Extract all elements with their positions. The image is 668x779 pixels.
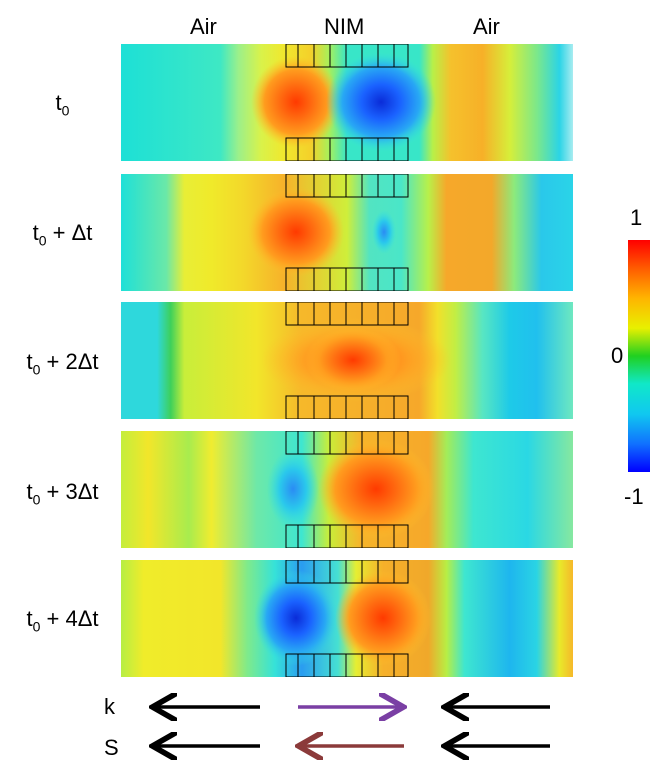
field-coldspot xyxy=(254,570,338,666)
field-coldspot xyxy=(372,210,396,254)
nim-strip-outline xyxy=(285,431,409,455)
field-panel-t0-plus-4dt xyxy=(121,560,573,677)
nim-strip-outline xyxy=(285,653,409,677)
row-label-t0-plus-2dt: t0 + 2Δt xyxy=(26,349,99,378)
header-air-left: Air xyxy=(190,14,217,39)
s-label: S xyxy=(104,735,119,760)
direction-arrows xyxy=(140,690,550,770)
panel-background xyxy=(121,174,573,291)
colorbar xyxy=(628,240,650,472)
colorbar-mid-label: 0 xyxy=(611,343,624,368)
nim-cells xyxy=(285,174,409,291)
colorbar-max-label: 1 xyxy=(630,205,643,230)
field-hotspot xyxy=(318,439,434,539)
nim-cells xyxy=(285,431,409,548)
field-hotspot xyxy=(335,570,431,666)
nim-strip-outline xyxy=(285,174,409,198)
colorbar-gradient xyxy=(628,240,650,472)
nim-strip-outline xyxy=(285,560,409,584)
nim-strip-outline xyxy=(285,395,409,419)
k-label: k xyxy=(104,694,115,719)
nim-strip-outline xyxy=(285,302,409,326)
field-panel-t0-plus-dt xyxy=(121,174,573,291)
field-panel-t0 xyxy=(121,44,573,161)
row-label-t0-plus-3dt: t0 + 3Δt xyxy=(26,479,99,508)
field-coldspot xyxy=(326,52,436,152)
field-hotspot xyxy=(248,187,344,277)
nim-cells xyxy=(285,302,409,419)
nim-strip-outline xyxy=(285,267,409,291)
field-coldspot xyxy=(267,449,319,529)
field-hotspot xyxy=(251,56,341,148)
row-label-t0: t0 xyxy=(55,90,70,119)
colorbar-min-label: -1 xyxy=(624,484,644,509)
header-air-right: Air xyxy=(473,14,500,39)
nim-cells xyxy=(285,560,409,677)
nim-strip-outline xyxy=(285,524,409,548)
header-nim: NIM xyxy=(324,14,365,39)
row-label-t0-plus-dt: t0 + Δt xyxy=(32,220,93,249)
field-panel-t0-plus-3dt xyxy=(121,431,573,548)
nim-strip-outline xyxy=(285,44,409,68)
row-label-t0-plus-4dt: t0 + 4Δt xyxy=(26,606,99,635)
field-hotspot xyxy=(305,328,401,392)
field-panel-t0-plus-2dt xyxy=(121,302,573,419)
nim-strip-outline xyxy=(285,137,409,161)
nim-cells xyxy=(285,44,409,161)
